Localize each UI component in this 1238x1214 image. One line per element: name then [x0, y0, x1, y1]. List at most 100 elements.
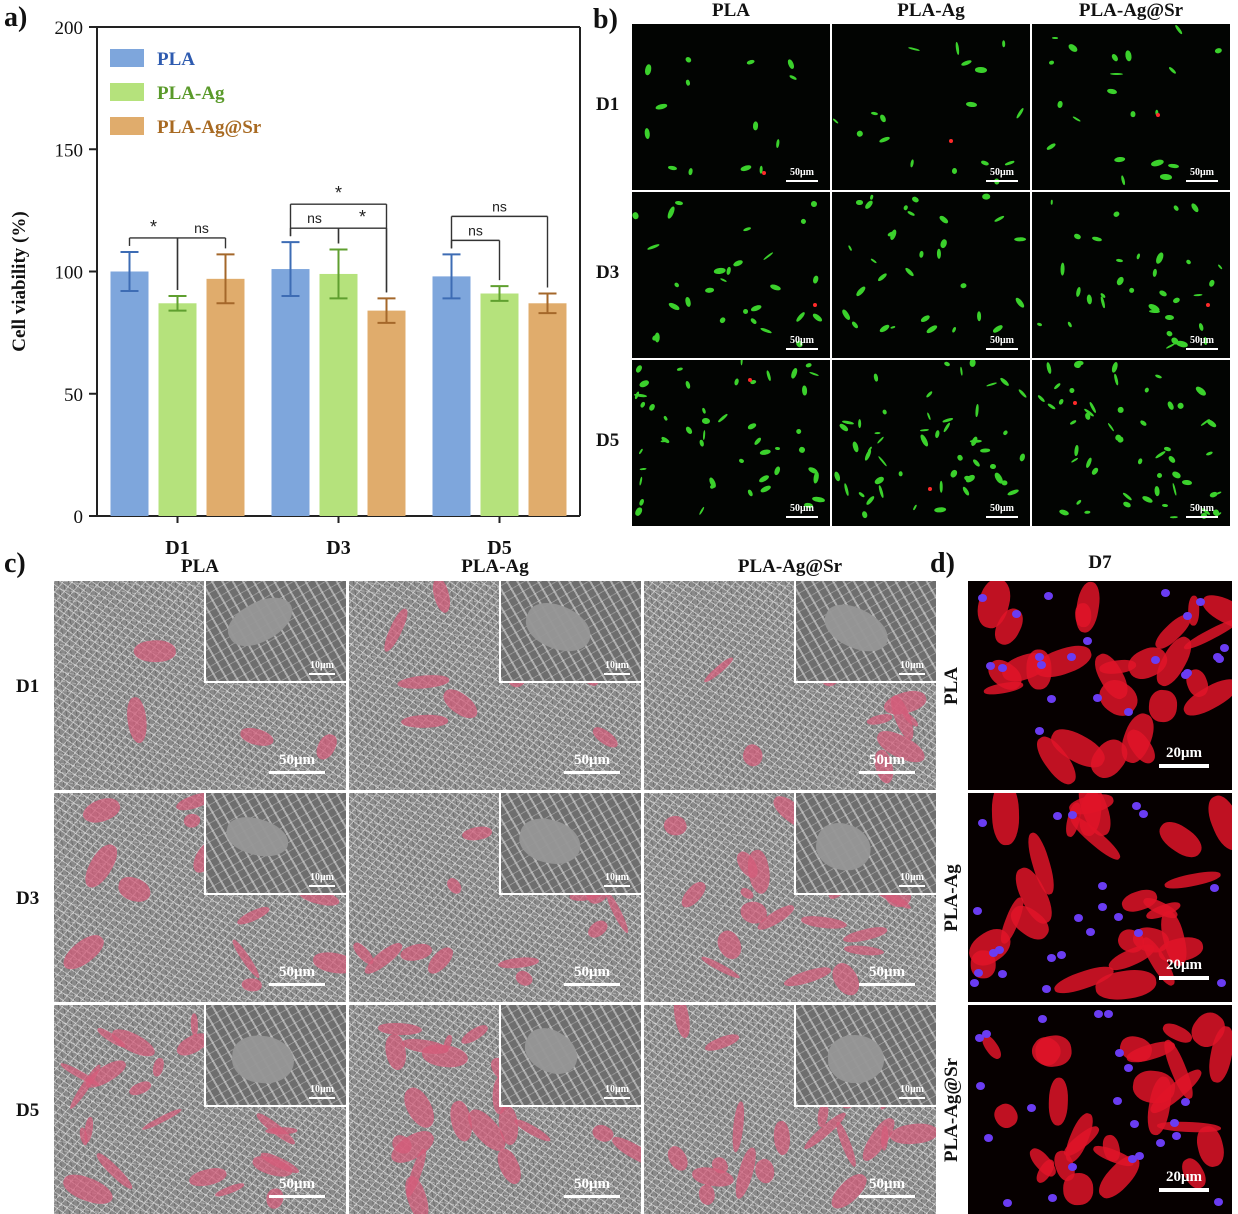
nucleus	[1132, 802, 1142, 811]
live-cell	[726, 266, 732, 276]
live-cell	[1171, 470, 1183, 480]
live-cell	[752, 121, 759, 131]
live-cell	[876, 272, 888, 283]
live-cell	[1167, 454, 1177, 464]
nucleus	[1073, 914, 1083, 923]
scale-bar: 20μm	[1156, 1169, 1212, 1192]
live-cell	[1194, 293, 1203, 297]
nucleus	[1181, 1098, 1190, 1106]
scale-bar-line	[1159, 1188, 1209, 1192]
inset-scale-bar-label: 10μm	[900, 872, 924, 884]
live-cell	[811, 495, 826, 504]
nucleus	[998, 663, 1008, 672]
dead-cell	[748, 377, 753, 382]
live-cell	[789, 74, 798, 81]
cell-overlay	[79, 840, 122, 893]
live-cell	[759, 449, 771, 457]
live-cell	[1111, 52, 1120, 62]
live-cell	[959, 367, 963, 376]
nucleus	[1169, 1119, 1179, 1128]
live-cell	[1164, 315, 1175, 321]
cell-overlay	[771, 1120, 792, 1156]
live-cell	[685, 425, 694, 436]
nucleus	[1085, 927, 1095, 936]
nucleus	[1002, 1199, 1012, 1208]
panel-d-row-PLA: PLA	[941, 666, 962, 705]
live-cell	[1057, 100, 1064, 108]
scale-bar-line	[564, 1195, 620, 1198]
scale-bar-line	[564, 983, 620, 986]
live-cell	[654, 332, 660, 344]
cell-overlay	[844, 945, 886, 957]
live-cell	[870, 258, 878, 265]
live-cell	[811, 312, 823, 323]
nucleus	[977, 594, 987, 603]
live-cell	[738, 458, 746, 464]
inset-cell	[514, 813, 586, 870]
live-cell	[1049, 199, 1053, 205]
cell-overlay	[115, 874, 154, 905]
legend-label-PLA-Ag: PLA-Ag	[157, 83, 225, 104]
live-cell	[1172, 296, 1181, 305]
actin-filament	[1147, 688, 1178, 723]
sem-inset-PLA-Ag-D1: 10μm	[498, 581, 641, 684]
nucleus	[1097, 882, 1107, 891]
live-cell	[1017, 387, 1028, 399]
live-cell	[912, 504, 918, 511]
inset-cell	[222, 811, 292, 862]
live-cell	[1139, 419, 1148, 427]
live-cell	[747, 489, 754, 497]
live-cell	[720, 277, 728, 283]
live-cell	[854, 285, 867, 298]
live-cell	[939, 480, 944, 493]
dead-cell	[928, 486, 933, 491]
confocal-image-PLA-Ag@Sr: 20μm	[968, 1005, 1232, 1214]
live-cell	[668, 165, 678, 171]
live-cell	[740, 360, 744, 367]
inset-scale-bar-line	[899, 885, 925, 888]
live-cell	[1127, 286, 1135, 294]
scale-bar-line	[1186, 516, 1218, 518]
sem-image-PLA-Ag@Sr-D5: 10μm 50μm	[644, 1005, 936, 1214]
live-cell	[1185, 258, 1192, 266]
confocal-image-PLA: 20μm	[968, 581, 1232, 790]
sem-inset-PLA-Ag@Sr-D5: 10μm	[793, 1005, 936, 1108]
live-cell	[855, 200, 863, 205]
scale-bar-label: 50μm	[790, 335, 814, 346]
live-cell	[742, 308, 750, 316]
cell-overlay	[133, 638, 177, 665]
sig-label: ns	[307, 210, 322, 226]
live-cell	[1045, 361, 1052, 375]
live-cell	[840, 308, 852, 321]
scale-bar-label: 50μm	[574, 752, 610, 768]
live-cell	[1198, 322, 1205, 332]
nucleus	[1082, 636, 1092, 645]
cell-overlay	[428, 581, 454, 615]
live-cell	[775, 138, 781, 149]
live-cell	[1135, 253, 1141, 261]
panel-d-row-PLA-Ag@Sr: PLA-Ag@Sr	[941, 1057, 962, 1162]
live-cell	[740, 164, 752, 173]
cell-overlay	[492, 1146, 527, 1188]
scale-bar-line	[786, 348, 818, 350]
cell-overlay	[123, 696, 151, 745]
nucleus	[983, 1134, 993, 1143]
inset-scale-bar-label: 10μm	[605, 660, 629, 672]
legend-swatch-PLA	[110, 49, 144, 67]
live-cell	[1068, 386, 1076, 395]
scale-bar-label: 50μm	[869, 964, 905, 980]
live-cell	[1206, 450, 1214, 457]
live-cell	[1122, 500, 1132, 509]
live-cell	[1115, 258, 1123, 263]
dead-cell	[1072, 401, 1077, 406]
live-cell	[981, 159, 990, 166]
live-cell	[955, 41, 960, 55]
scale-bar: 50μm	[984, 167, 1020, 182]
cell-overlay	[670, 1005, 694, 1039]
live-cell	[765, 369, 773, 382]
live-cell	[858, 491, 866, 499]
live-cell	[877, 455, 888, 468]
scale-bar-label: 50μm	[279, 964, 315, 980]
live-cell	[1168, 66, 1177, 75]
